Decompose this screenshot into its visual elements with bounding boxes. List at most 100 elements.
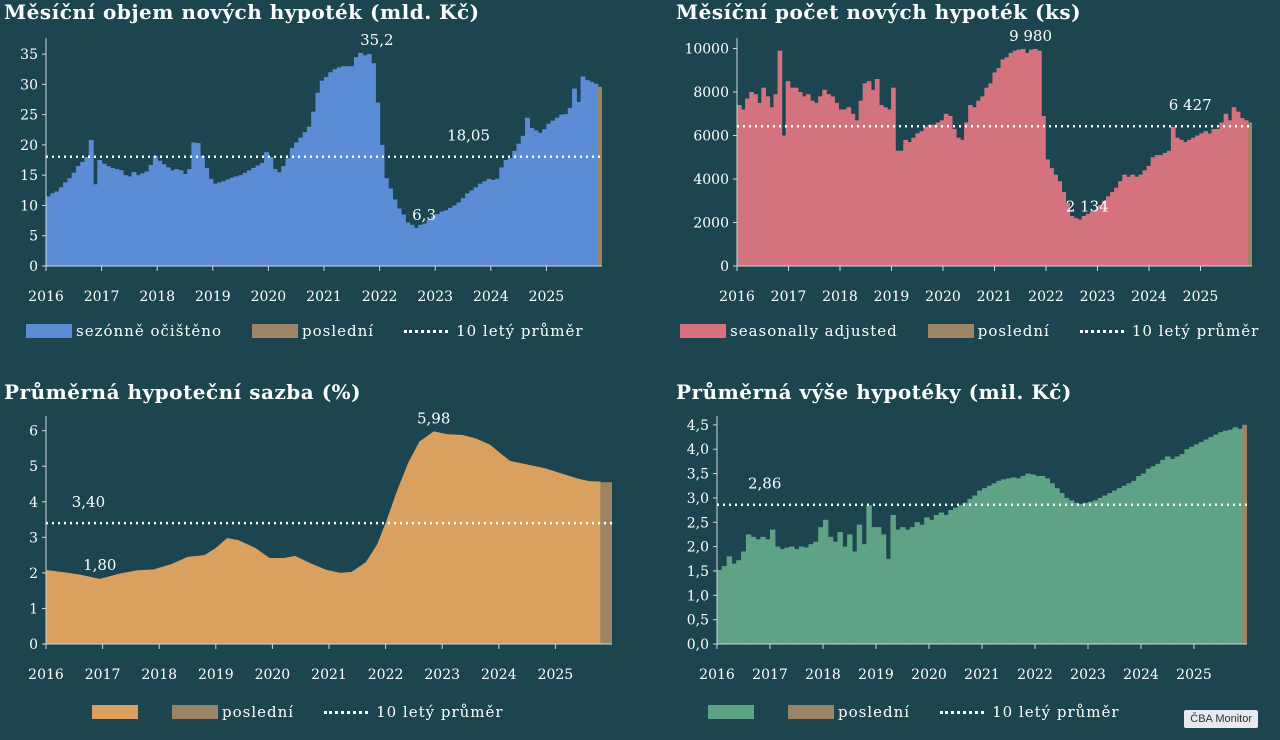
x-tick-label: 2025 [1183,289,1219,305]
bar [178,170,184,266]
x-tick-label: 2025 [529,289,565,305]
chart-legend: sezónně očištěno poslední 10 letý průměr [26,322,614,340]
chart-legend: poslední 10 letý průměr [92,703,534,721]
bar [753,94,758,266]
bar [972,107,977,267]
bar [122,175,128,266]
bar [97,160,103,266]
bar [1110,192,1115,266]
x-tick-label: 2024 [1123,667,1159,683]
bar [118,170,124,266]
bar [268,157,274,266]
bar [736,560,742,644]
bar [1170,126,1176,266]
bar [559,114,565,267]
bar [1061,192,1067,266]
y-tick-label: 10 [20,198,38,214]
x-tick-label: 2018 [805,667,841,683]
bar [1015,478,1022,644]
bar [1053,174,1058,266]
bar [341,66,346,266]
bar [550,120,556,266]
x-tick-label: 2019 [195,289,231,305]
bar [1102,495,1108,644]
chart-legend: seasonally adjusted poslední 10 letý prů… [680,322,1280,340]
bar [741,551,747,644]
bar [1069,215,1075,266]
data-label: 5,98 [417,409,450,427]
bar [388,188,394,266]
bar [148,164,154,266]
bar [962,502,969,644]
y-tick-label: 0,0 [687,637,709,653]
x-tick-label: 2021 [311,667,347,683]
bar [1112,490,1118,644]
bar [58,187,64,266]
bar [71,172,77,266]
bar [814,102,819,266]
bar [413,227,419,266]
bar [1126,176,1131,266]
bar [968,105,973,266]
bar [1024,52,1030,267]
y-tick-label: 4,0 [687,442,709,458]
legend-series: sezónně očištěno [26,322,222,340]
bar [93,184,98,266]
bar [1004,57,1010,266]
legend-series [92,705,142,719]
bar [1243,120,1249,266]
bar [1155,463,1161,644]
bar [332,69,338,266]
bar [345,66,351,266]
bar [1189,446,1195,644]
bar [195,143,201,266]
bar [1158,155,1164,266]
y-tick-label: 0 [29,637,38,653]
bar [977,490,983,644]
x-tick-label: 2020 [911,667,947,683]
bar [157,160,163,266]
bar [255,165,261,266]
bar [593,83,599,266]
bar [554,117,560,267]
bar [1097,205,1103,266]
bar [1183,142,1188,266]
bar [803,547,810,644]
bar [866,505,872,644]
bar [757,102,762,266]
bar [80,161,86,266]
bar [1122,174,1127,266]
bar [1131,480,1137,644]
chart-amount: 0,0 0,5 1,0 1,5 2,0 2,5 3,0 3,5 4,0 4,5 2016 2017 20… [687,416,1247,683]
chart-count: 0 2000 4000 6000 8000 10000 2016 2017 2018 2019 20… [684,27,1252,305]
bar [1219,122,1225,266]
bar [503,160,509,266]
bar [324,77,329,266]
y-tick-label: 3 [29,530,38,546]
x-tick-label: 2019 [874,289,910,305]
x-tick-label: 2020 [925,289,961,305]
bar [871,527,877,644]
bar [924,517,930,644]
bar [818,527,824,644]
legend-average: 10 letý průměr [404,322,584,340]
bar [789,87,795,266]
bar [1041,115,1046,266]
bar [1089,211,1095,266]
bar [988,83,994,266]
bar [499,167,505,266]
bar [105,166,111,266]
bar [208,178,214,266]
bar [1033,48,1038,267]
bar [520,135,526,266]
bar [1114,187,1119,266]
bar [1045,159,1050,266]
data-label: 2 134 [1066,198,1109,216]
legend-last-label: poslední [838,703,911,721]
bar [448,207,453,266]
x-tick-label: 2024 [481,667,517,683]
bar [1203,439,1210,644]
bar [866,81,872,267]
bar [827,536,834,644]
y-tick-label: 5 [29,459,38,475]
